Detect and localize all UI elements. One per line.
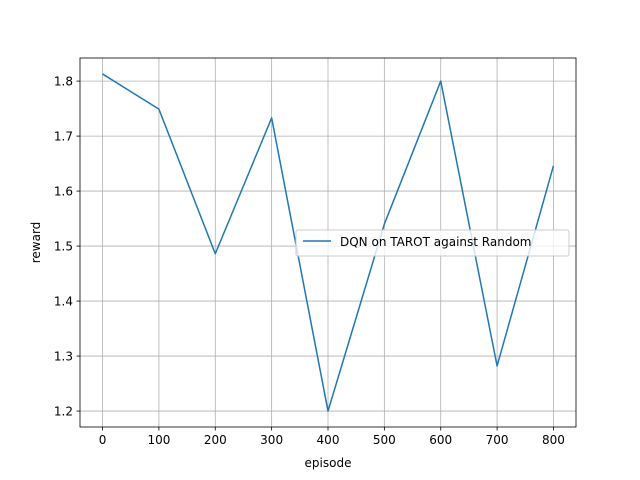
- y-tick-label: 1.4: [54, 295, 73, 309]
- ticks-layer: 0 100 200 300 400 500 600 700 800 1.2 1.3 1.4 1.5 1.6…: [54, 75, 565, 447]
- legend-label: DQN on TAROT against Random: [340, 235, 532, 249]
- x-tick-label: 700: [486, 433, 509, 447]
- x-tick-label: 500: [373, 433, 396, 447]
- y-tick-label: 1.2: [54, 405, 73, 419]
- series-layer: [102, 73, 555, 412]
- x-tick-label: 0: [99, 433, 107, 447]
- legend-box: [295, 229, 570, 257]
- x-tick-label: 800: [542, 433, 565, 447]
- x-tick-label: 600: [429, 433, 452, 447]
- x-tick-label: 300: [260, 433, 283, 447]
- y-tick-label: 1.7: [54, 130, 73, 144]
- x-axis-label: episode: [305, 456, 352, 470]
- y-axis-label: reward: [29, 222, 43, 264]
- y-tick-label: 1.8: [54, 75, 73, 89]
- series-line: [102, 73, 555, 412]
- x-tick-label: 400: [317, 433, 340, 447]
- y-tick-label: 1.5: [54, 240, 73, 254]
- x-tick-label: 100: [147, 433, 170, 447]
- x-tick-label: 200: [204, 433, 227, 447]
- y-tick-label: 1.3: [54, 350, 73, 364]
- legend: DQN on TAROT against Random: [295, 229, 570, 257]
- y-tick-label: 1.6: [54, 185, 73, 199]
